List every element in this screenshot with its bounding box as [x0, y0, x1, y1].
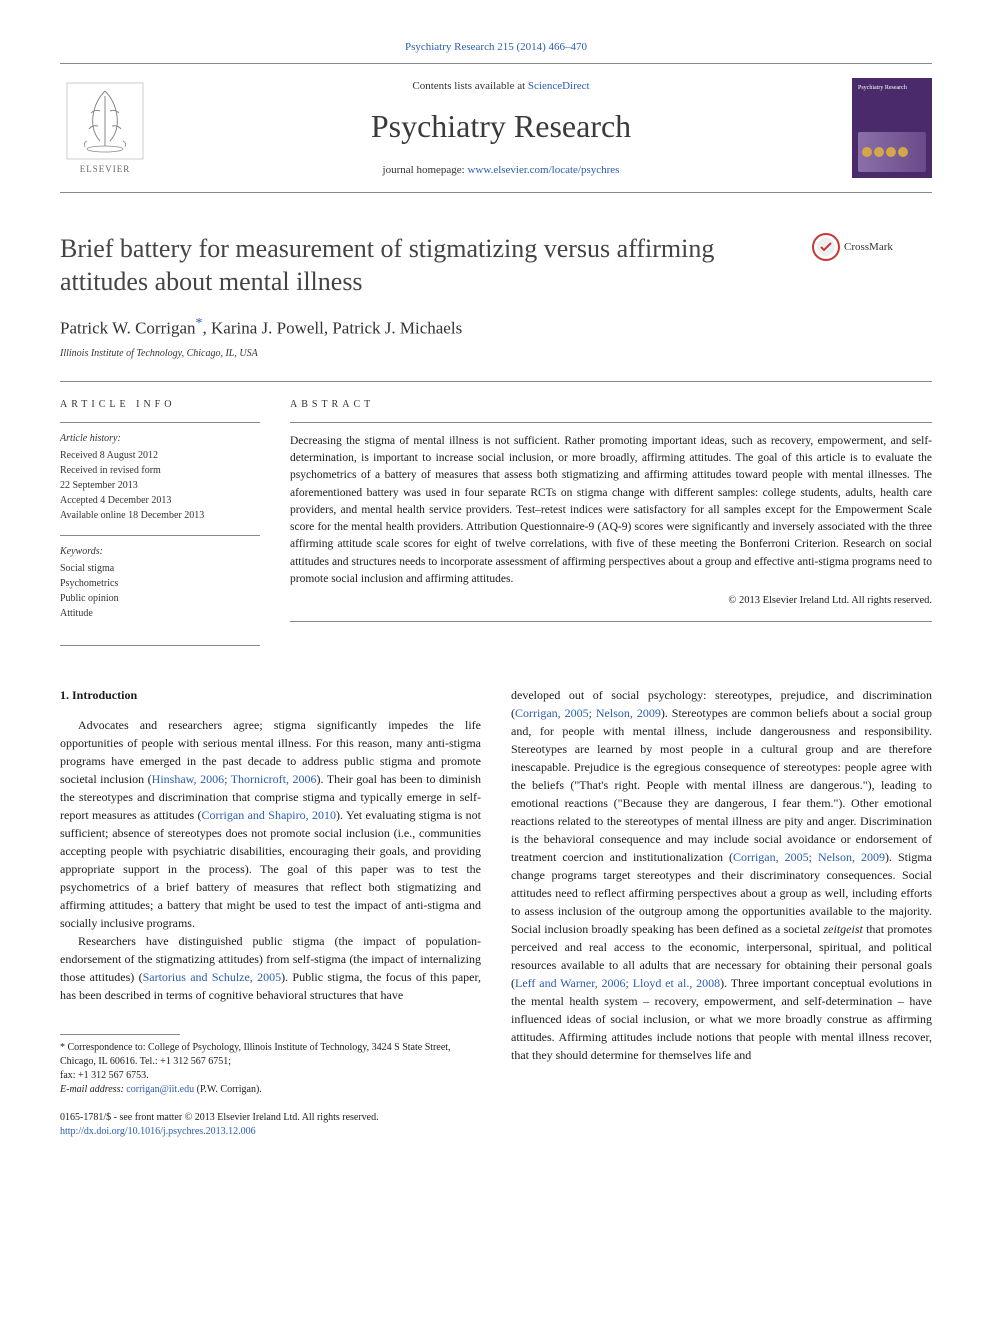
footnote-correspondence: * Correspondence to: College of Psycholo… [60, 1041, 481, 1069]
abstract-text: Decreasing the stigma of mental illness … [290, 433, 932, 588]
contents-line: Contents lists available at ScienceDirec… [160, 79, 842, 94]
keyword-1: Social stigma [60, 561, 260, 576]
body-right-column: developed out of social psychology: ster… [511, 686, 932, 1139]
article-info-heading: ARTICLE INFO [60, 398, 260, 412]
header-center: Contents lists available at ScienceDirec… [150, 79, 852, 179]
journal-header-box: ELSEVIER Contents lists available at Sci… [60, 63, 932, 193]
cover-image-area [858, 132, 926, 172]
affiliation: Illinois Institute of Technology, Chicag… [60, 347, 932, 361]
corresponding-star-icon: * [196, 316, 203, 331]
authors-line: Patrick W. Corrigan*, Karina J. Powell, … [60, 314, 932, 340]
cover-dot-icon [874, 147, 884, 157]
citation-corrigan-nelson-1[interactable]: Corrigan, 2005; Nelson, 2009 [515, 706, 661, 720]
issn-line: 0165-1781/$ - see front matter © 2013 El… [60, 1111, 481, 1125]
cover-title: Psychiatry Research [858, 84, 926, 92]
crossmark-label: CrossMark [844, 240, 893, 255]
email-suffix: (P.W. Corrigan). [194, 1084, 262, 1095]
crossmark-icon [812, 233, 840, 261]
history-received: Received 8 August 2012 [60, 448, 260, 463]
abstract-copyright: © 2013 Elsevier Ireland Ltd. All rights … [290, 594, 932, 609]
keyword-3: Public opinion [60, 591, 260, 606]
elsevier-logo: ELSEVIER [60, 78, 150, 178]
meta-divider [60, 422, 260, 423]
history-revised-1: Received in revised form [60, 463, 260, 478]
homepage-line: journal homepage: www.elsevier.com/locat… [160, 163, 842, 178]
footnote-fax: fax: +1 312 567 6753. [60, 1069, 481, 1083]
title-block: Brief battery for measurement of stigmat… [60, 233, 932, 298]
running-header: Psychiatry Research 215 (2014) 466–470 [60, 40, 932, 55]
authors-rest: , Karina J. Powell, Patrick J. Michaels [203, 319, 463, 338]
history-accepted: Accepted 4 December 2013 [60, 493, 260, 508]
keyword-2: Psychometrics [60, 576, 260, 591]
author-1: Patrick W. Corrigan [60, 319, 196, 338]
homepage-link[interactable]: www.elsevier.com/locate/psychres [467, 164, 619, 176]
homepage-prefix: journal homepage: [383, 164, 468, 176]
abstract-bottom-divider [290, 621, 932, 622]
zeitgeist-italic: zeitgeist [824, 922, 863, 936]
abstract-column: ABSTRACT Decreasing the stigma of mental… [290, 398, 932, 633]
citation-corrigan-shapiro[interactable]: Corrigan and Shapiro, 2010 [202, 808, 337, 822]
footnote-divider [60, 1034, 180, 1035]
history-label: Article history: [60, 431, 260, 446]
contents-prefix: Contents lists available at [412, 80, 527, 92]
article-history-block: Article history: Received 8 August 2012 … [60, 431, 260, 523]
section-1-heading: 1. Introduction [60, 686, 481, 704]
intro-para-2: Researchers have distinguished public st… [60, 932, 481, 1004]
crossmark-badge[interactable]: CrossMark [812, 233, 932, 261]
journal-cover-thumbnail: Psychiatry Research [852, 78, 932, 178]
p1c: ). Yet evaluating stigma is not sufficie… [60, 808, 481, 930]
meta-bottom-divider [60, 645, 260, 646]
bottom-copyright-block: 0165-1781/$ - see front matter © 2013 El… [60, 1111, 481, 1139]
history-revised-2: 22 September 2013 [60, 478, 260, 493]
journal-name: Psychiatry Research [160, 104, 842, 149]
keywords-block: Keywords: Social stigma Psychometrics Pu… [60, 544, 260, 621]
body-left-column: 1. Introduction Advocates and researcher… [60, 686, 481, 1139]
sciencedirect-link[interactable]: ScienceDirect [528, 80, 590, 92]
keywords-label: Keywords: [60, 544, 260, 559]
cover-dot-icon [898, 147, 908, 157]
col2-para-1: developed out of social psychology: ster… [511, 686, 932, 1064]
article-title: Brief battery for measurement of stigmat… [60, 233, 792, 298]
history-online: Available online 18 December 2013 [60, 508, 260, 523]
meta-divider [60, 535, 260, 536]
body-columns: 1. Introduction Advocates and researcher… [60, 686, 932, 1139]
elsevier-tree-icon [65, 81, 145, 161]
c2b: ). Stereotypes are common beliefs about … [511, 706, 932, 864]
running-header-link[interactable]: Psychiatry Research 215 (2014) 466–470 [405, 41, 587, 53]
citation-sartorius[interactable]: Sartorius and Schulze, 2005 [143, 970, 282, 984]
doi-link[interactable]: http://dx.doi.org/10.1016/j.psychres.201… [60, 1126, 256, 1137]
abstract-divider [290, 422, 932, 423]
elsevier-label: ELSEVIER [80, 163, 131, 176]
email-label: E-mail address: [60, 1084, 126, 1095]
corresponding-footnote: * Correspondence to: College of Psycholo… [60, 1041, 481, 1097]
citation-corrigan-nelson-2[interactable]: Corrigan, 2005; Nelson, 2009 [733, 850, 885, 864]
email-link[interactable]: corrigan@iit.edu [126, 1084, 194, 1095]
cover-dot-icon [862, 147, 872, 157]
meta-abstract-row: ARTICLE INFO Article history: Received 8… [60, 398, 932, 633]
intro-para-1: Advocates and researchers agree; stigma … [60, 716, 481, 932]
footnote-email-line: E-mail address: corrigan@iit.edu (P.W. C… [60, 1083, 481, 1097]
cover-dot-icon [886, 147, 896, 157]
keyword-4: Attitude [60, 606, 260, 621]
citation-hinshaw[interactable]: Hinshaw, 2006; Thornicroft, 2006 [152, 772, 317, 786]
citation-leff-warner[interactable]: Leff and Warner, 2006; Lloyd et al., 200… [515, 976, 720, 990]
section-divider [60, 381, 932, 382]
abstract-heading: ABSTRACT [290, 398, 932, 412]
article-info-column: ARTICLE INFO Article history: Received 8… [60, 398, 260, 633]
